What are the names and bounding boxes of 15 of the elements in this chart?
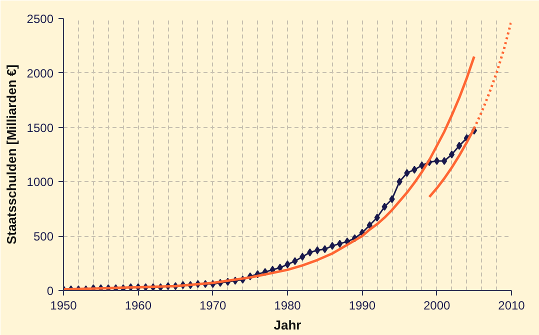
x-tick-label: 1950	[50, 298, 78, 312]
y-tick-label: 500	[33, 230, 54, 244]
x-tick-label: 1970	[199, 298, 227, 312]
y-tick-label: 0	[46, 284, 54, 298]
y-axis-title: Staatsschulden [Milliarden €]	[4, 64, 19, 244]
x-tick-label: 2010	[498, 298, 526, 312]
x-axis-title: Jahr	[274, 318, 302, 332]
x-tick-label: 1980	[274, 298, 302, 312]
y-tick-label: 2500	[26, 12, 54, 26]
x-tick-label: 1960	[124, 298, 152, 312]
y-tick-label: 1500	[26, 120, 54, 135]
y-tick-label: 1000	[26, 175, 54, 190]
x-tick-label: 2000	[423, 298, 451, 312]
x-tick-label: 1990	[348, 298, 376, 312]
y-tick-label: 2000	[26, 66, 54, 80]
